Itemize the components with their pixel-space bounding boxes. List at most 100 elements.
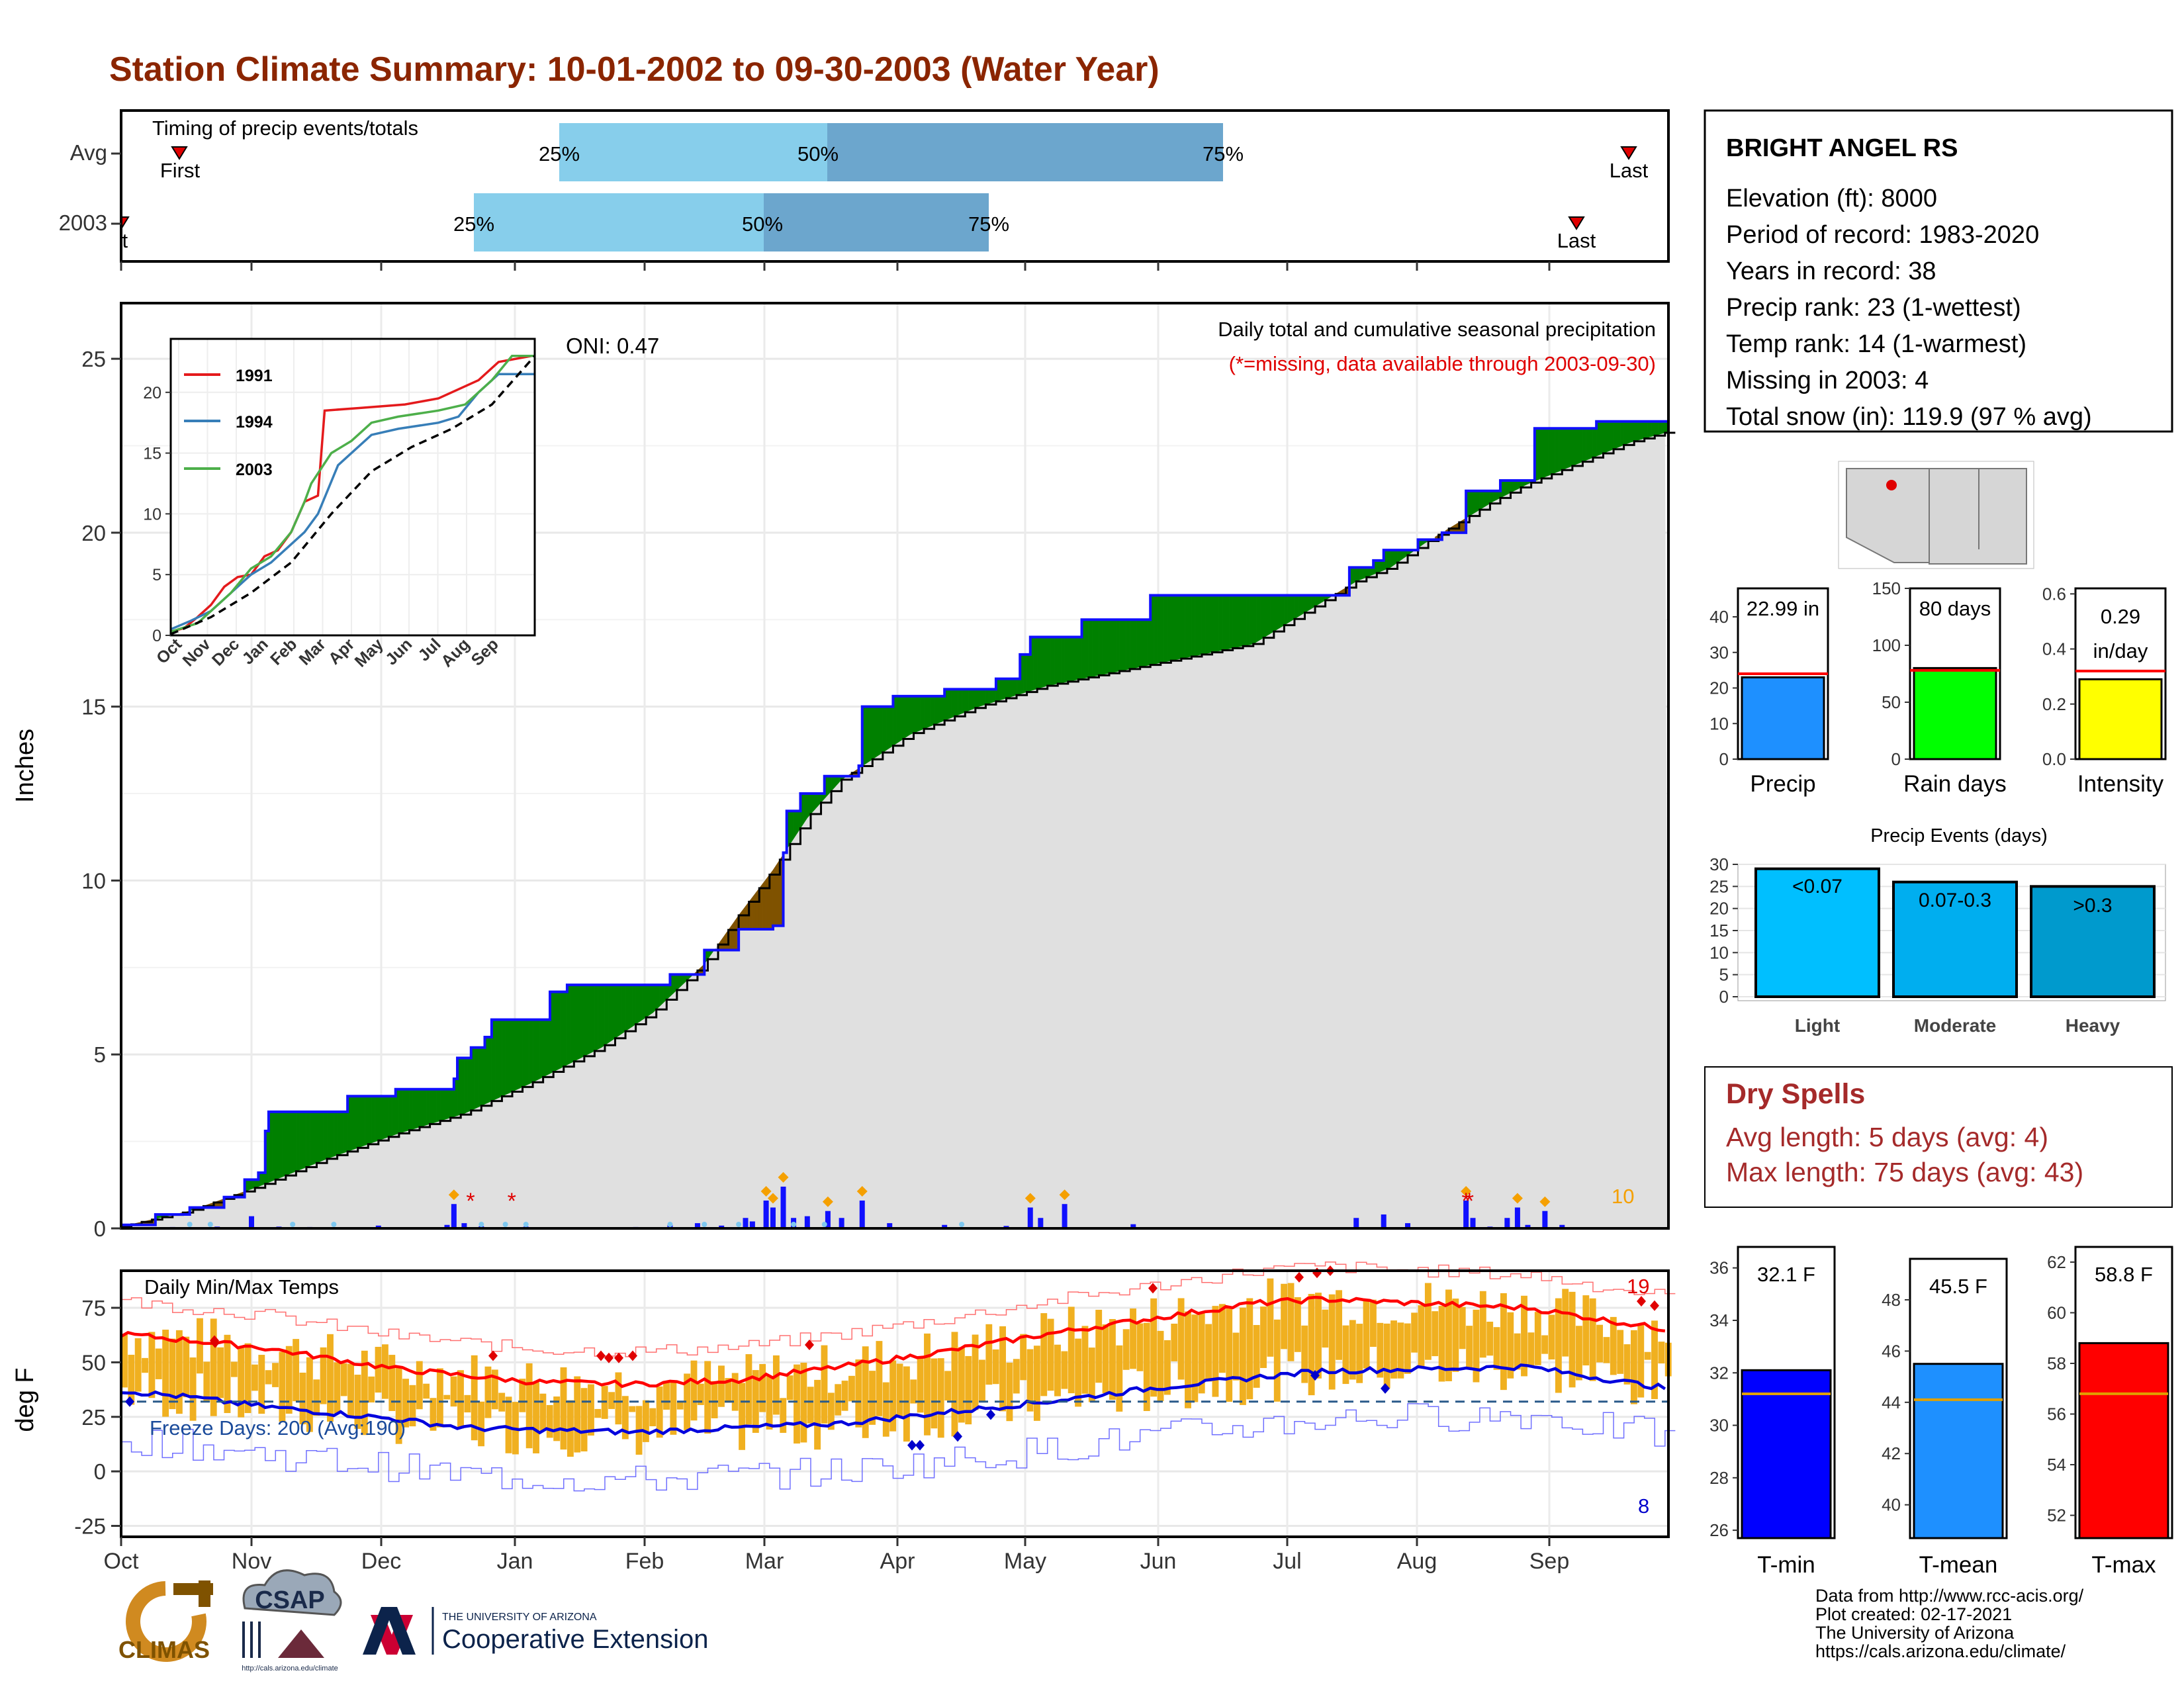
daily-temp-bar — [697, 1383, 704, 1405]
above-average-fill — [357, 1096, 362, 1148]
above-average-fill — [364, 1096, 369, 1146]
snow-marker — [667, 1222, 673, 1227]
precip-y-axis: 0 5 10 15 20 25 — [81, 347, 121, 1241]
events-ytick-label: 10 — [1709, 942, 1729, 962]
above-average-fill — [1102, 619, 1107, 675]
daily-temp-bar — [134, 1338, 142, 1392]
above-average-fill — [1558, 428, 1563, 472]
daily-temp-bar — [1404, 1323, 1411, 1374]
above-average-fill — [1126, 619, 1130, 670]
daily-temp-bar — [1486, 1321, 1494, 1356]
daily-temp-bar — [320, 1347, 327, 1404]
above-average-fill — [628, 984, 633, 1030]
above-average-fill — [645, 984, 650, 1018]
daily-temp-bar — [1054, 1344, 1061, 1396]
snow-marker — [791, 1222, 797, 1227]
daily-temp-bar — [711, 1381, 718, 1418]
daily-temp-bar — [1185, 1311, 1191, 1408]
daily-temp-bar — [1061, 1351, 1068, 1389]
above-average-fill — [1493, 490, 1498, 502]
above-average-fill — [299, 1111, 304, 1171]
above-average-fill — [488, 1036, 492, 1103]
above-average-fill — [1655, 421, 1659, 436]
above-average-fill — [1308, 595, 1312, 612]
record-low-marker — [953, 1431, 962, 1442]
timing-avg-q25-label: 25% — [539, 142, 580, 165]
precip-ylabel: Inches — [11, 729, 39, 803]
daily-temp-bar — [1006, 1362, 1013, 1422]
daily-temp-bar — [1596, 1324, 1604, 1363]
above-average-fill — [608, 984, 612, 1044]
daily-temp-bar — [629, 1406, 636, 1412]
record-low-marker — [1381, 1383, 1390, 1394]
above-average-fill — [615, 984, 619, 1039]
above-average-fill — [948, 689, 952, 719]
daily-precip-bar — [839, 1218, 844, 1228]
above-average-fill — [1620, 421, 1624, 447]
above-average-fill — [285, 1111, 290, 1176]
timing-avg-first-label: First — [160, 159, 201, 182]
freeze-days-label: Freeze Days: 200 (Avg:190) — [150, 1416, 406, 1440]
above-average-fill — [543, 1019, 547, 1077]
above-average-fill — [1565, 428, 1569, 469]
daily-temp-bar — [821, 1345, 828, 1424]
daily-temp-bar — [368, 1376, 375, 1403]
precip-ytick-label: 20 — [81, 521, 106, 545]
events-label-light: Light — [1795, 1015, 1840, 1036]
events-bars — [1754, 867, 2156, 999]
above-average-fill — [584, 984, 588, 1057]
heavy-precip-marker — [448, 1189, 459, 1201]
daily-temp-bar — [739, 1383, 745, 1450]
temp-title: Daily Min/Max Temps — [144, 1275, 339, 1299]
inset-line-2003 — [170, 354, 535, 633]
missing-day-marker: * — [466, 1189, 475, 1214]
above-average-fill — [532, 1019, 537, 1083]
above-average-fill — [656, 984, 660, 1010]
above-average-fill — [361, 1096, 365, 1147]
above-average-fill — [302, 1111, 307, 1169]
above-average-fill — [1651, 421, 1655, 437]
above-average-fill — [1613, 421, 1617, 450]
above-average-fill — [402, 1089, 406, 1133]
intensity-value: 0.29 — [2101, 605, 2140, 628]
daily-temp-bar — [1075, 1338, 1082, 1407]
inset-lines — [170, 354, 536, 635]
above-average-fill — [1253, 595, 1257, 645]
above-average-fill — [917, 696, 921, 732]
above-average-fill — [271, 1111, 276, 1181]
timing-avg-q25-q50 — [559, 123, 827, 181]
record-high-marker — [805, 1340, 814, 1351]
above-average-fill — [1009, 678, 1014, 698]
above-average-fill — [1250, 595, 1253, 645]
above-average-fill — [1218, 595, 1223, 651]
above-average-fill — [1088, 619, 1093, 678]
inset-legend-2003: 2003 — [236, 461, 273, 479]
above-average-fill — [309, 1111, 314, 1166]
above-average-fill — [937, 696, 942, 724]
above-average-fill — [1050, 637, 1055, 686]
above-average-fill — [1380, 560, 1384, 572]
temp-stat-ytick-label: 62 — [2047, 1252, 2066, 1272]
above-average-fill — [577, 984, 581, 1060]
daily-temp-bar — [395, 1365, 402, 1444]
snow-marker — [523, 1222, 529, 1227]
above-average-fill — [965, 689, 969, 713]
above-average-fill — [1366, 567, 1371, 578]
above-average-fill — [1026, 654, 1031, 692]
daily-temp-bar — [794, 1364, 800, 1444]
daily-temp-bar — [580, 1388, 588, 1451]
daily-temp-bar — [1095, 1310, 1103, 1383]
daily-temp-bar — [230, 1361, 238, 1377]
daily-temp-bar — [1651, 1320, 1658, 1399]
above-average-fill — [375, 1096, 379, 1142]
daily-temp-bar — [1576, 1326, 1582, 1381]
daily-temp-bar — [1068, 1306, 1075, 1394]
above-average-fill — [899, 696, 904, 742]
above-average-fill — [968, 689, 972, 711]
inset-line-average — [170, 355, 536, 635]
daily-temp-bar — [1150, 1298, 1158, 1397]
above-average-fill — [494, 1019, 499, 1100]
inset-legend-1991: 1991 — [236, 367, 273, 385]
above-average-fill — [385, 1096, 389, 1138]
above-average-fill — [378, 1096, 383, 1141]
